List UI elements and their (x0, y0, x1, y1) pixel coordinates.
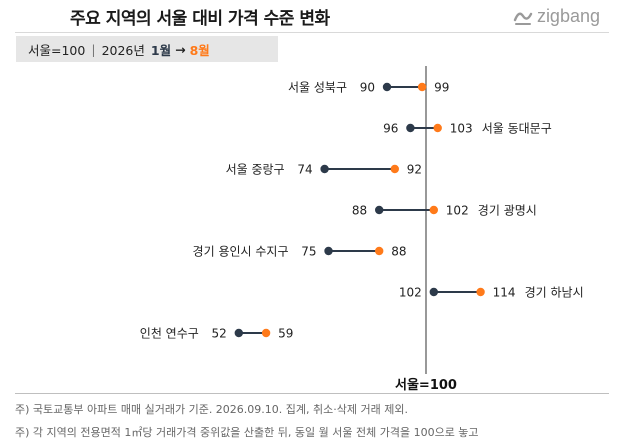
end-value-label: 114 (493, 286, 516, 300)
end-value-label: 103 (450, 122, 473, 136)
legend-end-month: 8월 (189, 42, 210, 58)
start-point (320, 164, 329, 174)
start-value-label: 74 (297, 163, 312, 177)
region-label: 서울 성북구 (288, 81, 347, 95)
end-value-label: 99 (434, 81, 449, 95)
start-value-label: 96 (383, 122, 398, 136)
start-value-label: 102 (399, 286, 422, 300)
end-value-label: 88 (391, 245, 406, 259)
start-value-label: 88 (352, 204, 367, 218)
legend-base: 서울=100 (28, 42, 86, 58)
start-point (234, 328, 243, 338)
start-point (382, 82, 392, 92)
start-value-label: 52 (212, 327, 227, 341)
end-value-label: 102 (446, 204, 469, 218)
end-value-label: 92 (407, 163, 422, 177)
end-point (261, 328, 271, 338)
legend-start-month: 1월 (150, 42, 172, 58)
footnote-2: 주) 각 지역의 전용면적 1㎡당 거래가격 중위값을 산출한 뒤, 동일 월 … (15, 426, 479, 439)
chart-frame (15, 32, 609, 394)
end-point (433, 123, 442, 133)
start-value-label: 75 (301, 245, 316, 259)
brand-logo: zigbang (513, 6, 600, 27)
legend-arrow: → (175, 41, 186, 57)
end-value-label: 59 (278, 327, 293, 341)
region-label: 경기 용인시 수지구 (193, 245, 289, 259)
chart-title: 주요 지역의 서울 대비 가격 수준 변화 (70, 9, 330, 29)
end-point (417, 82, 427, 92)
footnote-1: 주) 국토교통부 아파트 매매 실거래가 기준. 2026.09.10. 집계,… (15, 403, 408, 416)
end-point (375, 246, 384, 256)
legend-box: 서울=100 | 2026년 1월 → 8월 (16, 36, 278, 62)
start-value-label: 90 (360, 81, 375, 95)
start-point (429, 287, 438, 297)
region-label: 서울 동대문구 (482, 122, 552, 136)
region-label: 경기 하남시 (525, 286, 584, 300)
brand-name: zigbang (536, 6, 600, 26)
region-label: 경기 광명시 (478, 204, 537, 218)
region-label: 인천 연수구 (140, 326, 199, 341)
reference-label: 서울=100 (395, 377, 457, 393)
end-point (390, 164, 399, 174)
legend-separator: | (91, 41, 96, 57)
region-label: 서울 중랑구 (226, 163, 285, 177)
legend-year: 2026년 (101, 42, 145, 58)
end-point (429, 205, 438, 215)
end-point (476, 287, 485, 297)
start-point (375, 205, 384, 215)
zigbang-logo-icon (513, 12, 533, 25)
start-point (324, 246, 333, 256)
start-point (406, 123, 415, 133)
